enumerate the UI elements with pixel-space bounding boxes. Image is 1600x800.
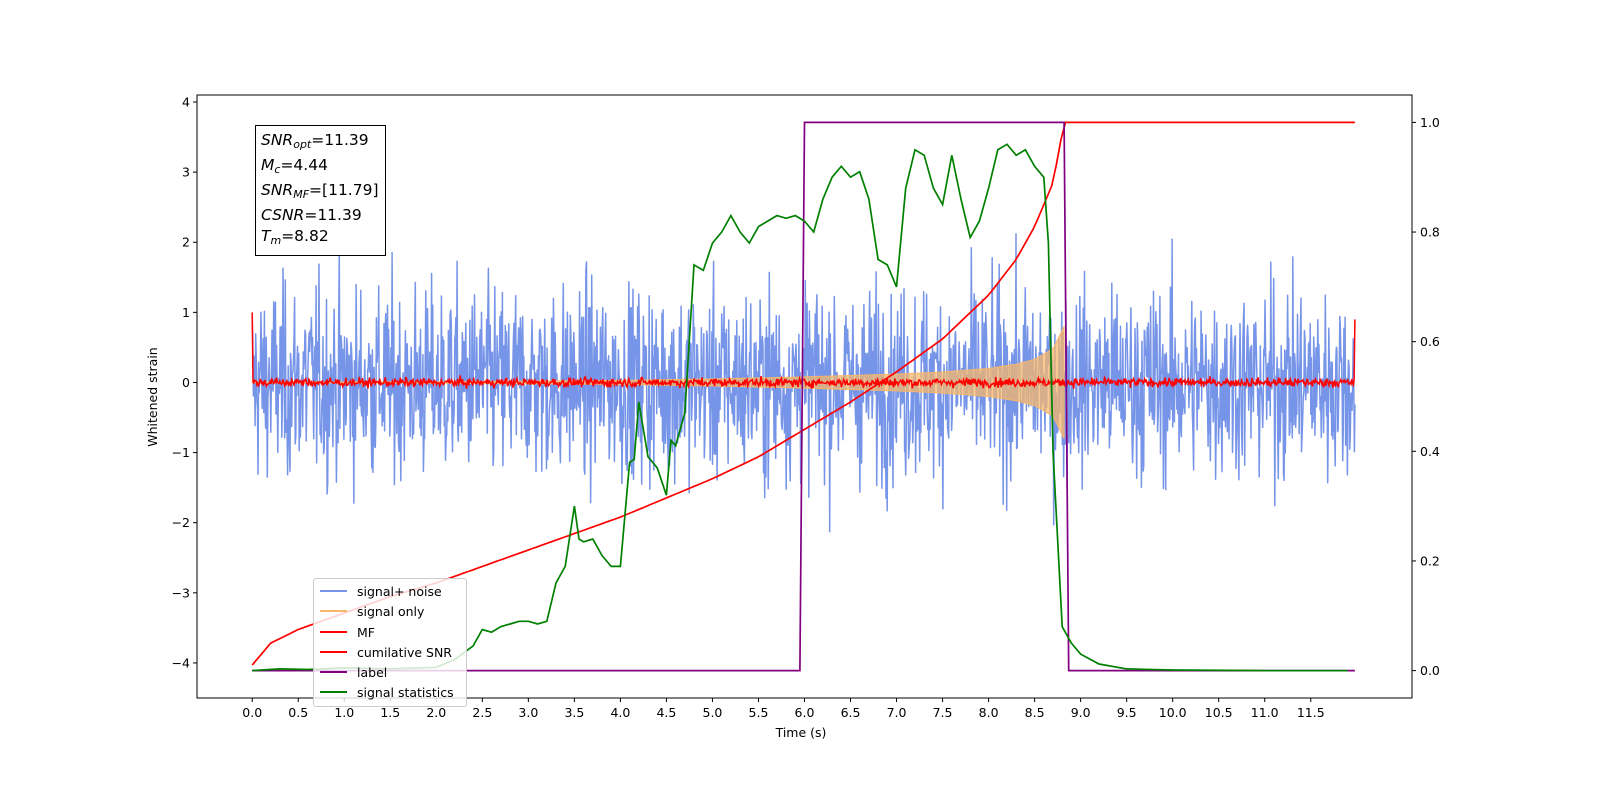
x-tick-label: 10.5 (1205, 705, 1233, 720)
x-axis-ticks: 0.0 0.5 1.0 1.5 2.0 2.5 3.0 3.5 4.0 4.5 5.0 5.5 6.0 6… (242, 698, 1325, 720)
series-mf-line (251, 312, 1356, 390)
x-tick-label: 8.5 (1025, 705, 1045, 720)
x-tick-label: 2.0 (426, 705, 446, 720)
x-tick-label: 1.0 (334, 705, 354, 720)
x-tick-label: 11.0 (1251, 705, 1279, 720)
legend-item-signal-only: signal only (320, 603, 424, 619)
x-tick-label: 0.5 (288, 705, 308, 720)
snr-mf-value: =[11.79] (309, 181, 379, 199)
y-axis-label: Whitened strain (145, 347, 160, 446)
x-tick-label: 10.0 (1159, 705, 1187, 720)
legend-label: MF (357, 624, 375, 640)
x-tick-label: 8.0 (979, 705, 999, 720)
tm-value: =8.82 (281, 227, 329, 245)
snr-opt-value: =11.39 (311, 131, 369, 149)
x-tick-label: 3.0 (518, 705, 538, 720)
y-right-tick-label: 0.4 (1420, 444, 1440, 459)
x-tick-label: 2.5 (472, 705, 492, 720)
legend-item-cumulative-snr: cumilative SNR (320, 644, 452, 660)
y-left-tick-label: −4 (172, 655, 190, 670)
legend-label: label (357, 664, 388, 680)
series-signal-noise-line (251, 233, 1356, 533)
legend-label: signal statistics (357, 684, 454, 700)
legend-item-signal-noise: signal+ noise (320, 583, 442, 599)
x-tick-label: 6.0 (795, 705, 815, 720)
series-label-line (252, 121, 1355, 672)
legend-swatch-label (320, 671, 347, 673)
y-left-tick-label: 0 (182, 375, 190, 390)
y-left-tick-label: 1 (182, 305, 190, 320)
legend: signal+ noise signal only MF cumilative … (313, 578, 467, 707)
legend-swatch-signal-only (320, 610, 347, 612)
y-right-tick-label: 0.2 (1420, 553, 1440, 568)
x-axis-label: Time (s) (775, 725, 827, 740)
legend-label: signal only (357, 603, 425, 619)
y-axis-left-ticks: −4 −3 −2 −1 0 1 2 3 4 (172, 95, 197, 670)
legend-item-mf: MF (320, 624, 375, 640)
x-tick-label: 4.0 (610, 705, 630, 720)
y-left-tick-label: −2 (172, 515, 190, 530)
y-left-tick-label: −3 (172, 585, 190, 600)
x-tick-label: 11.5 (1297, 705, 1325, 720)
x-tick-label: 5.0 (703, 705, 723, 720)
legend-item-signal-statistics: signal statistics (320, 684, 454, 700)
chirp-mass-value: =4.44 (280, 156, 328, 174)
legend-label: cumilative SNR (357, 644, 452, 660)
x-tick-label: 0.0 (242, 705, 262, 720)
x-tick-label: 5.5 (749, 705, 769, 720)
snr-opt-line: SNRopt=11.39 (261, 131, 369, 151)
x-tick-label: 3.5 (564, 705, 584, 720)
y-right-tick-label: 0.6 (1420, 334, 1440, 349)
x-tick-label: 4.5 (656, 705, 676, 720)
y-right-tick-label: 1.0 (1420, 115, 1440, 130)
y-left-tick-label: −1 (172, 445, 190, 460)
snr-info-box: SNRopt=11.39 Mc=4.44 SNRMF=[11.79] CSNR=… (255, 125, 386, 256)
series-signal-statistics-line (252, 143, 1348, 672)
csnr-line: CSNR=11.39 (261, 206, 362, 224)
legend-swatch-cumulative-snr (320, 651, 347, 653)
y-right-tick-label: 0.0 (1420, 663, 1440, 678)
x-tick-label: 9.5 (1117, 705, 1137, 720)
x-tick-label: 7.5 (933, 705, 953, 720)
x-tick-label: 7.0 (887, 705, 907, 720)
y-left-tick-label: 2 (182, 235, 190, 250)
x-tick-label: 1.5 (380, 705, 400, 720)
x-tick-label: 9.0 (1071, 705, 1091, 720)
snr-mf-line: SNRMF=[11.79] (261, 181, 379, 201)
y-axis-right-ticks: 0.0 0.2 0.4 0.6 0.8 1.0 (1412, 115, 1440, 678)
y-right-tick-label: 0.8 (1420, 225, 1440, 240)
legend-label: signal+ noise (357, 583, 442, 599)
tm-line: Tm=8.82 (261, 227, 329, 247)
legend-swatch-mf (320, 631, 347, 633)
y-left-tick-label: 4 (182, 95, 190, 110)
legend-item-label: label (320, 664, 387, 680)
chirp-mass-line: Mc=4.44 (261, 156, 328, 176)
legend-swatch-signal-noise (320, 590, 347, 592)
x-tick-label: 6.5 (841, 705, 861, 720)
csnr-value: =11.39 (304, 206, 362, 224)
legend-swatch-signal-statistics (320, 691, 347, 693)
y-left-tick-label: 3 (182, 165, 190, 180)
